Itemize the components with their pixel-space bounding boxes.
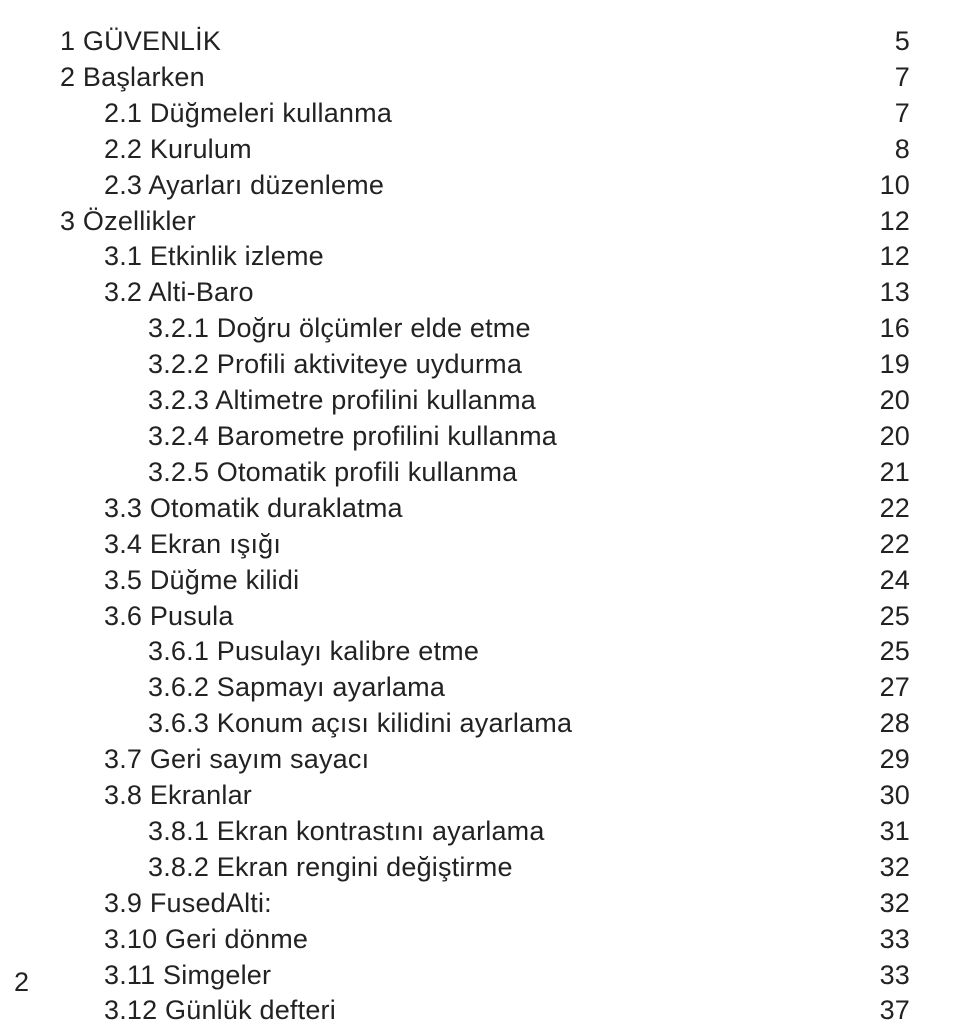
toc-page-number: 12 [870, 239, 910, 275]
toc-page-number: 7 [885, 60, 910, 96]
toc-entry: 3.8 Ekranlar 30 [60, 778, 910, 814]
toc-page-number: 5 [885, 24, 910, 60]
toc-title: 3.2.2 Profili aktiviteye uydurma [148, 347, 522, 383]
toc-entry: 3.7 Geri sayım sayacı 29 [60, 742, 910, 778]
toc-title: 1 GÜVENLİK [60, 24, 221, 60]
toc-page-number: 25 [870, 634, 910, 670]
toc-title: 3.12 Günlük defteri [104, 993, 336, 1029]
toc-title: 3.6.1 Pusulayı kalibre etme [148, 634, 479, 670]
toc-page-number: 22 [870, 527, 910, 563]
toc-title: 3.7 Geri sayım sayacı [104, 742, 369, 778]
toc-entry: 2.2 Kurulum 8 [60, 132, 910, 168]
toc-page-number: 30 [870, 778, 910, 814]
toc-title: 2.3 Ayarları düzenleme [104, 168, 384, 204]
toc-title: 3.8.1 Ekran kontrastını ayarlama [148, 814, 545, 850]
toc-entry: 3.4 Ekran ışığı 22 [60, 527, 910, 563]
toc-entry: 3.9 FusedAlti: 32 [60, 886, 910, 922]
toc-entry: 3.8.1 Ekran kontrastını ayarlama 31 [60, 814, 910, 850]
toc-page-number: 22 [870, 491, 910, 527]
toc-title: 3.2.1 Doğru ölçümler elde etme [148, 311, 531, 347]
toc-entry: 2.3 Ayarları düzenleme 10 [60, 168, 910, 204]
toc-entry: 3.6.1 Pusulayı kalibre etme 25 [60, 634, 910, 670]
toc-title: 3.8 Ekranlar [104, 778, 252, 814]
toc-page-number: 8 [885, 132, 910, 168]
toc-title: 3.6.3 Konum açısı kilidini ayarlama [148, 706, 572, 742]
toc-title: 3.6.2 Sapmayı ayarlama [148, 670, 445, 706]
toc-entry: 3.12 Günlük defteri 37 [60, 993, 910, 1029]
toc-title: 3.2.5 Otomatik profili kullanma [148, 455, 517, 491]
page-number: 2 [14, 967, 29, 998]
toc-title: 3.2.4 Barometre profilini kullanma [148, 419, 557, 455]
toc-page-number: 28 [870, 706, 910, 742]
toc-page-number: 33 [870, 958, 910, 994]
toc-title: 3.9 FusedAlti: [104, 886, 272, 922]
toc-page-number: 32 [870, 886, 910, 922]
toc-entry: 3.2.1 Doğru ölçümler elde etme 16 [60, 311, 910, 347]
toc-page-number: 24 [870, 563, 910, 599]
toc-page-number: 7 [885, 96, 910, 132]
toc-entry: 1 GÜVENLİK 5 [60, 24, 910, 60]
toc-entry: 3.2.3 Altimetre profilini kullanma 20 [60, 383, 910, 419]
toc-entry: 3.6 Pusula 25 [60, 599, 910, 635]
toc-title: 3.4 Ekran ışığı [104, 527, 281, 563]
toc-title: 3.1 Etkinlik izleme [104, 239, 324, 275]
toc-page-number: 37 [870, 993, 910, 1029]
toc-title: 3.5 Düğme kilidi [104, 563, 299, 599]
toc-entry: 3.3 Otomatik duraklatma 22 [60, 491, 910, 527]
toc-page-number: 25 [870, 599, 910, 635]
toc-page-number: 20 [870, 383, 910, 419]
toc-title: 3.8.2 Ekran rengini değiştirme [148, 850, 513, 886]
table-of-contents: 1 GÜVENLİK52 Başlarken72.1 Düğmeleri kul… [60, 24, 910, 1029]
toc-title: 3.3 Otomatik duraklatma [104, 491, 403, 527]
toc-entry: 3.10 Geri dönme 33 [60, 922, 910, 958]
toc-title: 2.1 Düğmeleri kullanma [104, 96, 392, 132]
toc-entry: 2.1 Düğmeleri kullanma 7 [60, 96, 910, 132]
toc-title: 3.11 Simgeler [104, 958, 271, 994]
toc-title: 3.2 Alti-Baro [104, 275, 254, 311]
toc-title: 3.6 Pusula [104, 599, 234, 635]
toc-entry: 2 Başlarken 7 [60, 60, 910, 96]
toc-entry: 3.2.2 Profili aktiviteye uydurma 19 [60, 347, 910, 383]
toc-entry: 3 Özellikler 12 [60, 204, 910, 240]
toc-title: 2.2 Kurulum [104, 132, 252, 168]
toc-page-number: 27 [870, 670, 910, 706]
toc-page-number: 29 [870, 742, 910, 778]
toc-page-number: 16 [870, 311, 910, 347]
toc-entry: 3.2.5 Otomatik profili kullanma 21 [60, 455, 910, 491]
toc-page-number: 20 [870, 419, 910, 455]
toc-entry: 3.1 Etkinlik izleme 12 [60, 239, 910, 275]
toc-page-number: 19 [870, 347, 910, 383]
toc-title: 3.2.3 Altimetre profilini kullanma [148, 383, 536, 419]
toc-page-number: 31 [870, 814, 910, 850]
toc-page-number: 12 [870, 204, 910, 240]
toc-entry: 3.5 Düğme kilidi 24 [60, 563, 910, 599]
toc-page-number: 21 [870, 455, 910, 491]
toc-page-number: 13 [870, 275, 910, 311]
toc-entry: 3.11 Simgeler 33 [60, 958, 910, 994]
toc-entry: 3.6.3 Konum açısı kilidini ayarlama 28 [60, 706, 910, 742]
toc-title: 3.10 Geri dönme [104, 922, 308, 958]
toc-entry: 3.6.2 Sapmayı ayarlama 27 [60, 670, 910, 706]
toc-entry: 3.2 Alti-Baro 13 [60, 275, 910, 311]
toc-title: 2 Başlarken [60, 60, 205, 96]
toc-entry: 3.8.2 Ekran rengini değiştirme 32 [60, 850, 910, 886]
toc-page-number: 10 [870, 168, 910, 204]
toc-title: 3 Özellikler [60, 204, 196, 240]
toc-page-number: 33 [870, 922, 910, 958]
toc-page-number: 32 [870, 850, 910, 886]
document-page: 1 GÜVENLİK52 Başlarken72.1 Düğmeleri kul… [0, 0, 960, 1016]
toc-entry: 3.2.4 Barometre profilini kullanma 20 [60, 419, 910, 455]
